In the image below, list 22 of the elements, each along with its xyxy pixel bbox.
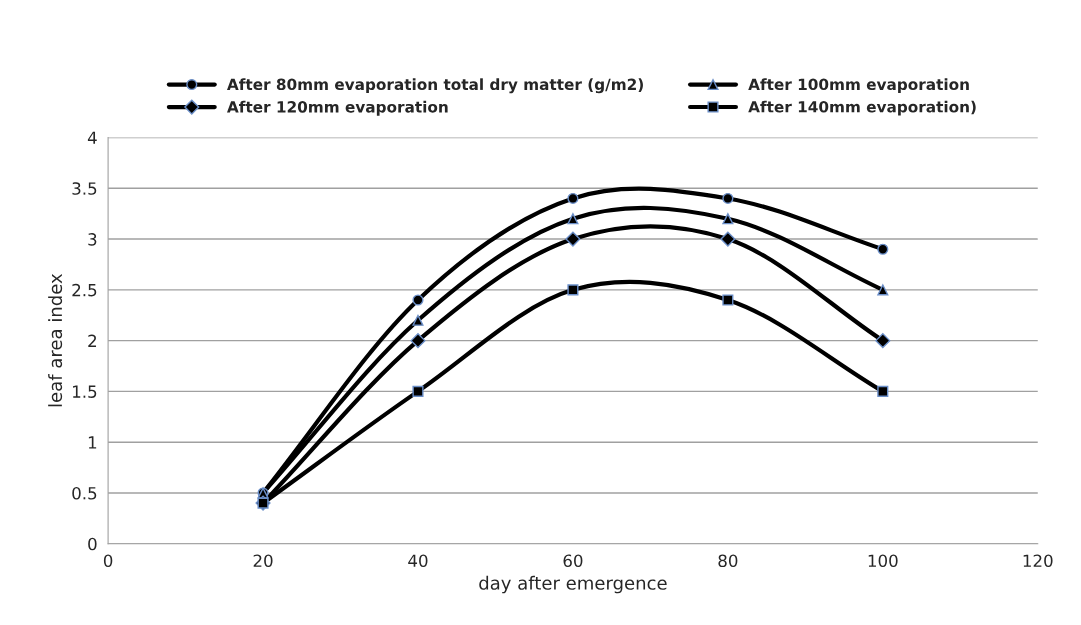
legend-label: After 140mm evaporation) xyxy=(748,100,976,116)
x-axis-title: day after emergence xyxy=(479,575,667,594)
x-tick-label: 60 xyxy=(563,554,583,568)
y-tick-label: 2 xyxy=(88,334,97,347)
y-tick-label: 2.5 xyxy=(72,283,97,297)
y-tick-label: 1.5 xyxy=(73,385,97,398)
legend-label: After 120mm evaporation xyxy=(227,100,448,116)
legend-label: After 80mm evaporation total dry matter (g/m2) xyxy=(227,78,643,94)
y-tick-label: 0.5 xyxy=(72,486,97,500)
y-tick-label: 0 xyxy=(88,537,97,551)
y-axis-title: leaf area index xyxy=(48,273,63,407)
y-tick-label: 3.5 xyxy=(72,182,97,195)
y-tick-label: 1 xyxy=(88,436,97,449)
y-tick-label: 4 xyxy=(87,131,97,144)
legend-label: After 100mm evaporation xyxy=(748,78,969,94)
x-tick-label: 100 xyxy=(868,554,898,568)
x-tick-label: 20 xyxy=(253,554,273,568)
x-tick-label: 120 xyxy=(1023,554,1053,568)
y-tick-label: 3 xyxy=(88,233,97,246)
x-tick-label: 0 xyxy=(103,554,113,568)
x-tick-label: 80 xyxy=(718,554,738,568)
x-tick-label: 40 xyxy=(408,554,428,568)
